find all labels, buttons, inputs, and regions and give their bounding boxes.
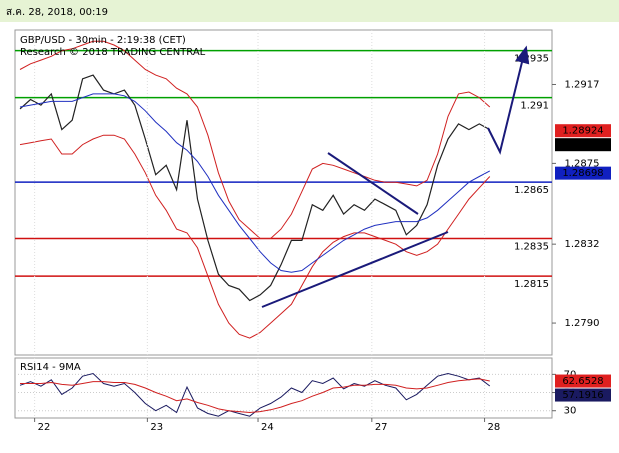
header-bar [0,0,619,22]
value-box [555,166,611,180]
series-line [19,93,491,273]
chart-title: GBP/USD - 30min - 2:19:38 (CET) [20,35,186,46]
series-line [19,74,491,302]
trend-lines [261,45,530,308]
x-tick-label: 28 [488,422,501,433]
chart-subtitle: Research © 2018 TRADING CENTRAL [20,47,206,58]
level-label: 1.2865 [514,185,549,196]
value-box-label: 62.6528 [562,376,603,387]
level-label: 1.2835 [514,242,549,253]
x-tick-label: 24 [261,422,274,433]
value-box [555,388,611,402]
value-box [555,138,611,152]
value-box-label: 57.1916 [562,390,603,401]
x-tick-label: 27 [375,422,388,433]
level-label: 1.291 [520,101,549,112]
y-tick-label: 1.2832 [565,239,600,250]
x-tick-label: 23 [150,422,163,433]
level-label: 1.2935 [514,54,549,65]
price-panel [14,29,553,356]
forecast-arrow [487,57,524,155]
resistance-line [327,152,419,215]
value-box [555,374,611,388]
arrow-head [515,45,530,65]
header-date: ส.ค. 28, 2018, 00:19 [6,7,108,18]
y-tick-label: 1.2790 [565,318,600,329]
rsi-panel [14,357,553,419]
rsi-title: RSI14 - 9MA [20,362,81,373]
value-box [555,124,611,138]
series-line [20,378,490,414]
x-tick-label: 22 [38,422,51,433]
support-line [261,231,449,308]
y-tick-label: 30 [564,406,577,417]
series-line [19,134,491,339]
value-box-label: 1.28698 [562,168,603,179]
value-box-label: 1.2892 [566,140,601,151]
plot-layer: 1.2917 1.2875 1.2832 1.2790 1.2935 1.291 1.286… [15,30,611,433]
series-line [19,40,491,239]
level-label: 1.2815 [514,279,549,290]
y-tick-label: 1.2875 [565,158,600,169]
value-box-label: 1.28924 [562,126,603,137]
y-tick-label: 1.2917 [565,79,600,90]
